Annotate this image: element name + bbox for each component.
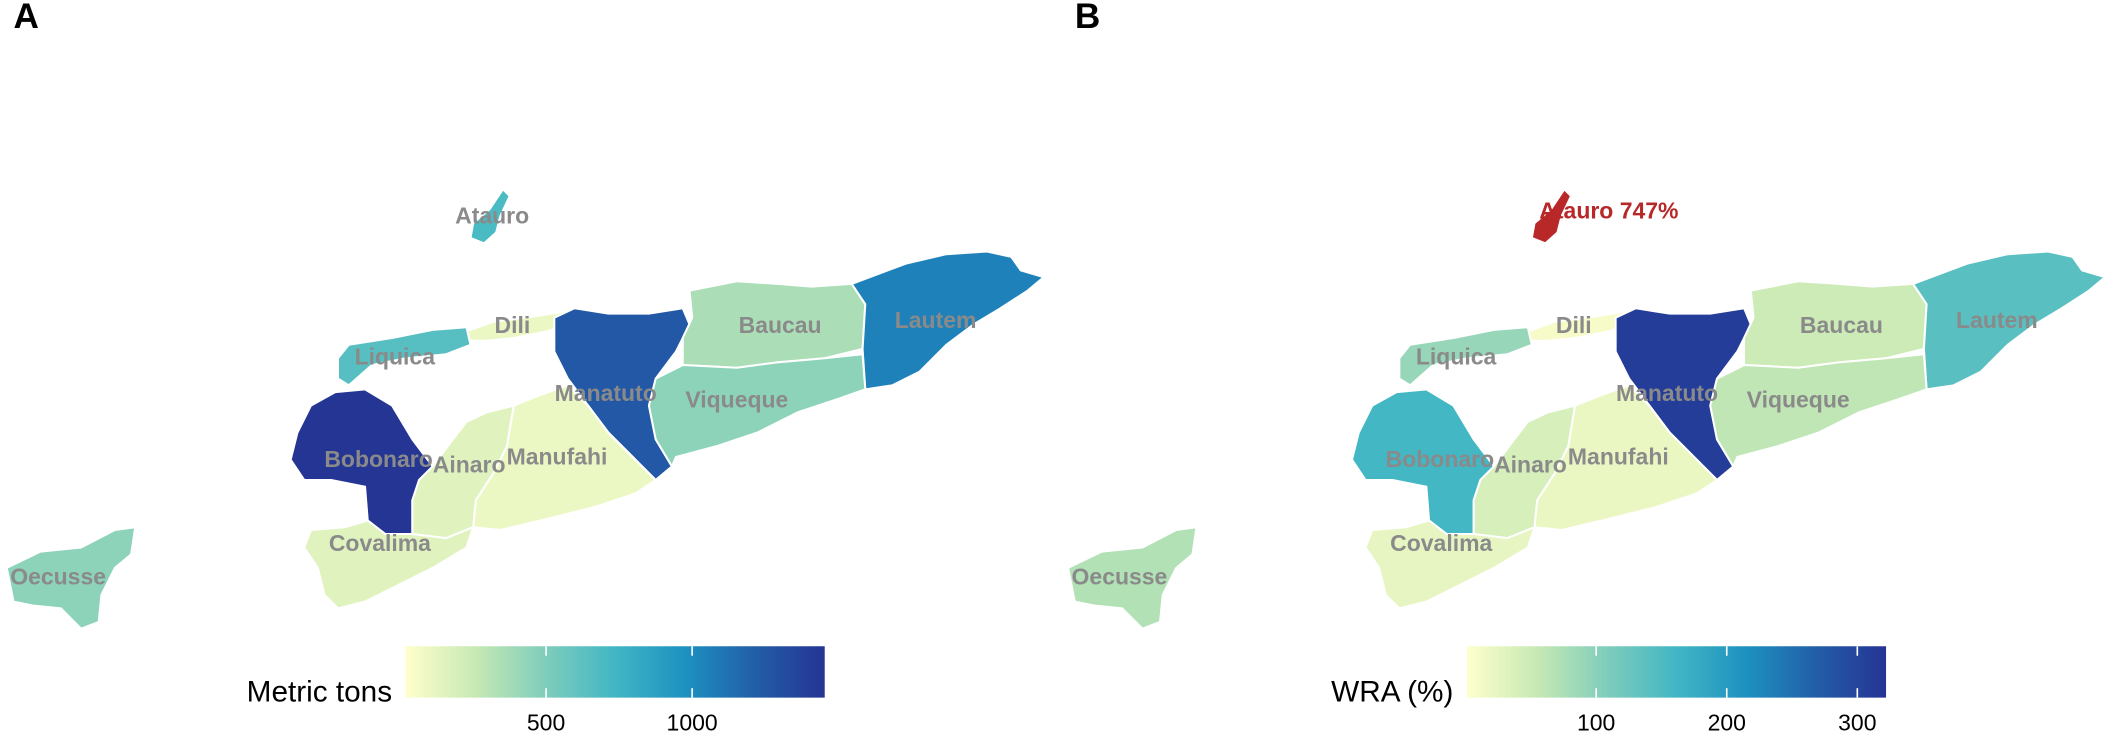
district — [469, 187, 511, 245]
district-label: Covalima — [329, 530, 431, 556]
district — [1709, 353, 1928, 469]
colorbar — [405, 646, 825, 698]
district — [1530, 187, 1573, 245]
colorbar-tick-label: 300 — [1838, 710, 1876, 736]
district-label: Manatuto — [555, 380, 657, 406]
colorbar-tick-label: 100 — [1577, 710, 1615, 736]
district-label: Liquica — [1416, 343, 1497, 369]
colorbar-title: WRA (%) — [1331, 675, 1453, 708]
district — [1364, 519, 1537, 610]
panel: B Atauro 747% Dili Liquica Manatuto Baucau Lau… — [1066, 0, 2108, 736]
district-label: Baucau — [739, 312, 822, 338]
district-label: Viqueque — [1747, 387, 1850, 413]
district-label: Baucau — [1800, 312, 1883, 338]
district-label: Dili — [1556, 312, 1592, 338]
district-label: Liquica — [355, 343, 436, 369]
panel-label: B — [1075, 0, 1100, 36]
district-label: Ainaro — [1494, 452, 1567, 478]
district — [5, 526, 137, 630]
district-label: Ainaro — [433, 452, 506, 478]
district — [1533, 384, 1719, 532]
district — [1743, 280, 1928, 369]
district-label: Lautem — [895, 307, 977, 333]
colorbar-tick-label: 200 — [1708, 710, 1746, 736]
district-label: Manufahi — [1568, 443, 1669, 469]
district — [336, 326, 472, 387]
district-label: Dili — [495, 312, 531, 338]
district-label: Atauro — [455, 203, 529, 229]
district-label: Bobonaro — [324, 446, 432, 472]
district — [1398, 326, 1534, 387]
panel-label: A — [14, 0, 39, 36]
colorbar-title: Metric tons — [247, 675, 392, 708]
colorbar-tick-label: 1000 — [667, 710, 718, 736]
district-label: Manatuto — [1616, 380, 1718, 406]
district — [647, 353, 867, 469]
district-label: Oecusse — [1072, 564, 1168, 590]
district-label: Lautem — [1956, 307, 2038, 333]
district — [303, 519, 475, 610]
district-label: Oecusse — [10, 564, 106, 590]
colorbar — [1466, 646, 1887, 698]
district-label: Covalima — [1390, 530, 1492, 556]
panel: A Atauro Dili Liquica Manatuto Baucau Lautem Vi… — [5, 0, 1046, 736]
district-label: Viqueque — [685, 387, 788, 413]
district-label: Bobonaro — [1386, 446, 1494, 472]
colorbar-tick-label: 500 — [527, 710, 565, 736]
annotation: Atauro 747% — [1539, 197, 1678, 223]
district — [1066, 526, 1198, 630]
district-label: Manufahi — [507, 443, 608, 469]
district — [681, 280, 867, 369]
district — [472, 384, 658, 532]
